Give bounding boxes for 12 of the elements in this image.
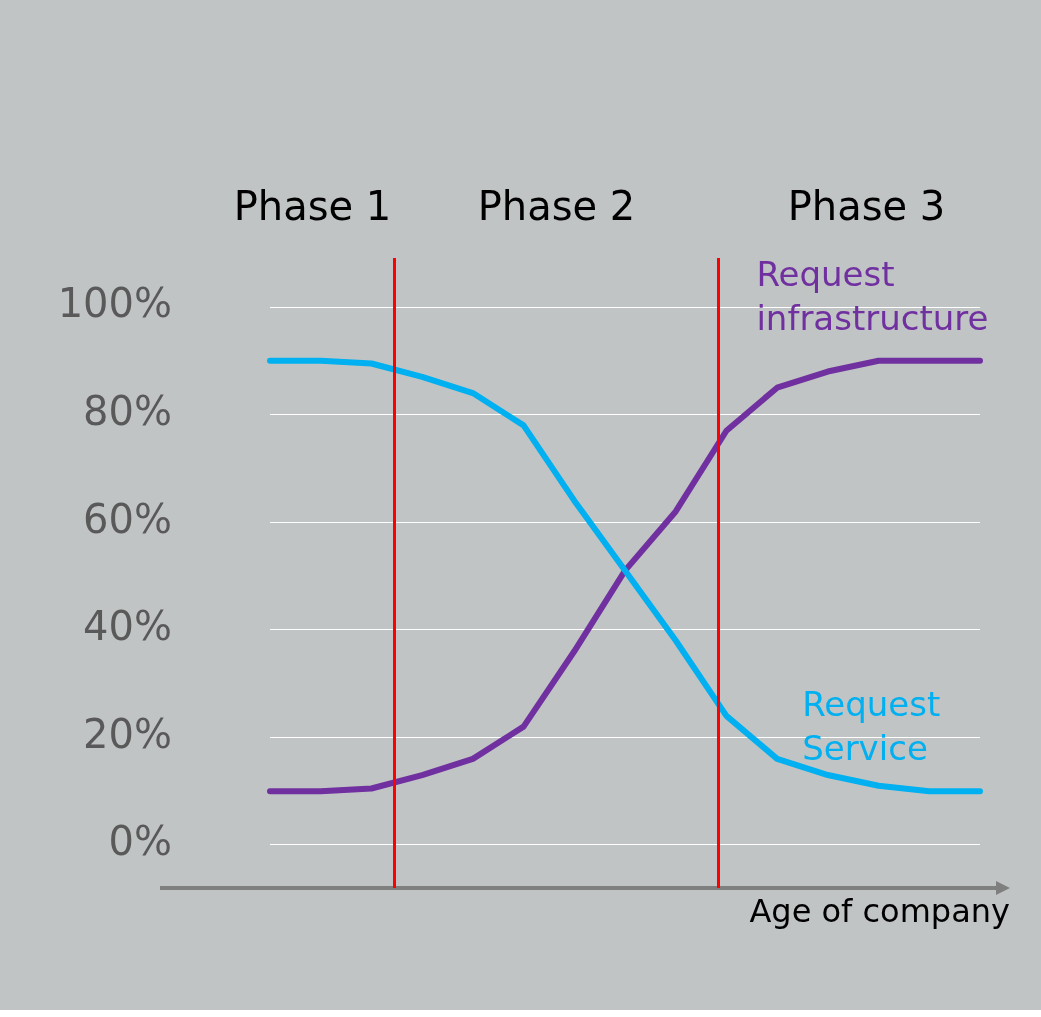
x-axis-title: Age of company [749,892,1010,931]
y-tick-label: 100% [57,280,172,327]
series-label: Request Service [802,684,941,769]
y-tick-label: 40% [83,603,172,650]
text: Phase 2 [477,183,636,229]
series-label: Request infrastructure [756,253,989,338]
y-tick-label: 60% [83,495,172,542]
y-tick-label: 0% [108,818,172,865]
text: Phase 3 [787,183,946,229]
y-tick-label: 20% [83,710,172,757]
text: Phase 1 [233,183,392,229]
y-tick-label: 80% [83,387,172,434]
